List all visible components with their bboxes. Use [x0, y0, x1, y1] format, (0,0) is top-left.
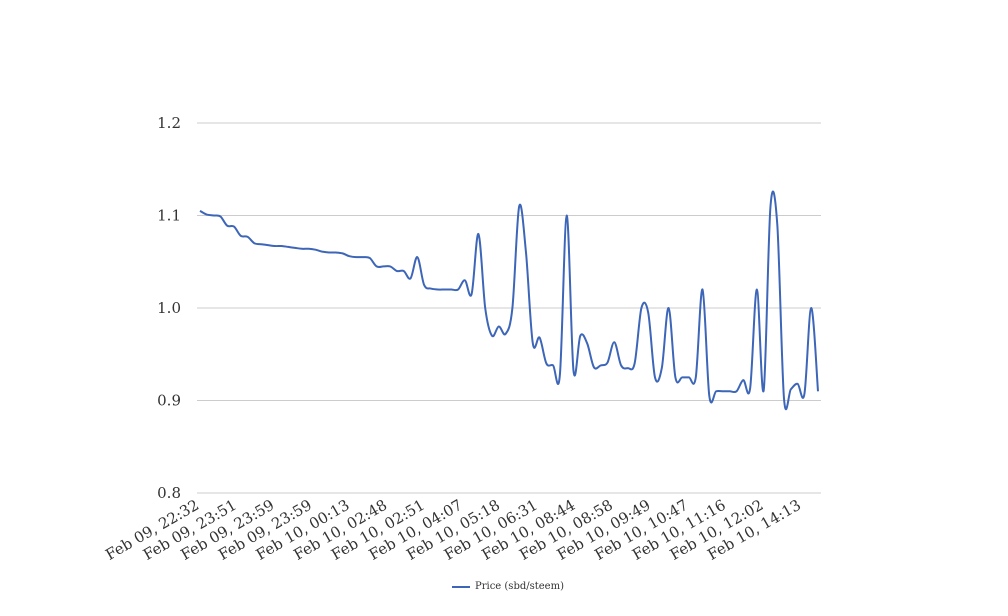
- legend-label: Price (sbd/steem): [475, 581, 564, 592]
- y-tick-label: 0.9: [157, 392, 181, 410]
- series-line: [199, 190, 819, 410]
- series-layer: [199, 190, 819, 410]
- y-axis-ticks: 0.8 0.9 1.0 1.1 1.2: [157, 114, 181, 502]
- y-tick-label: 1.2: [157, 114, 181, 132]
- legend: Price (sbd/steem): [0, 581, 1008, 592]
- y-tick-label: 1.1: [157, 207, 181, 225]
- y-tick-label: 0.8: [157, 484, 181, 502]
- legend-swatch-icon: [452, 585, 470, 588]
- gridlines: [197, 122, 821, 494]
- y-tick-label: 1.0: [157, 299, 181, 317]
